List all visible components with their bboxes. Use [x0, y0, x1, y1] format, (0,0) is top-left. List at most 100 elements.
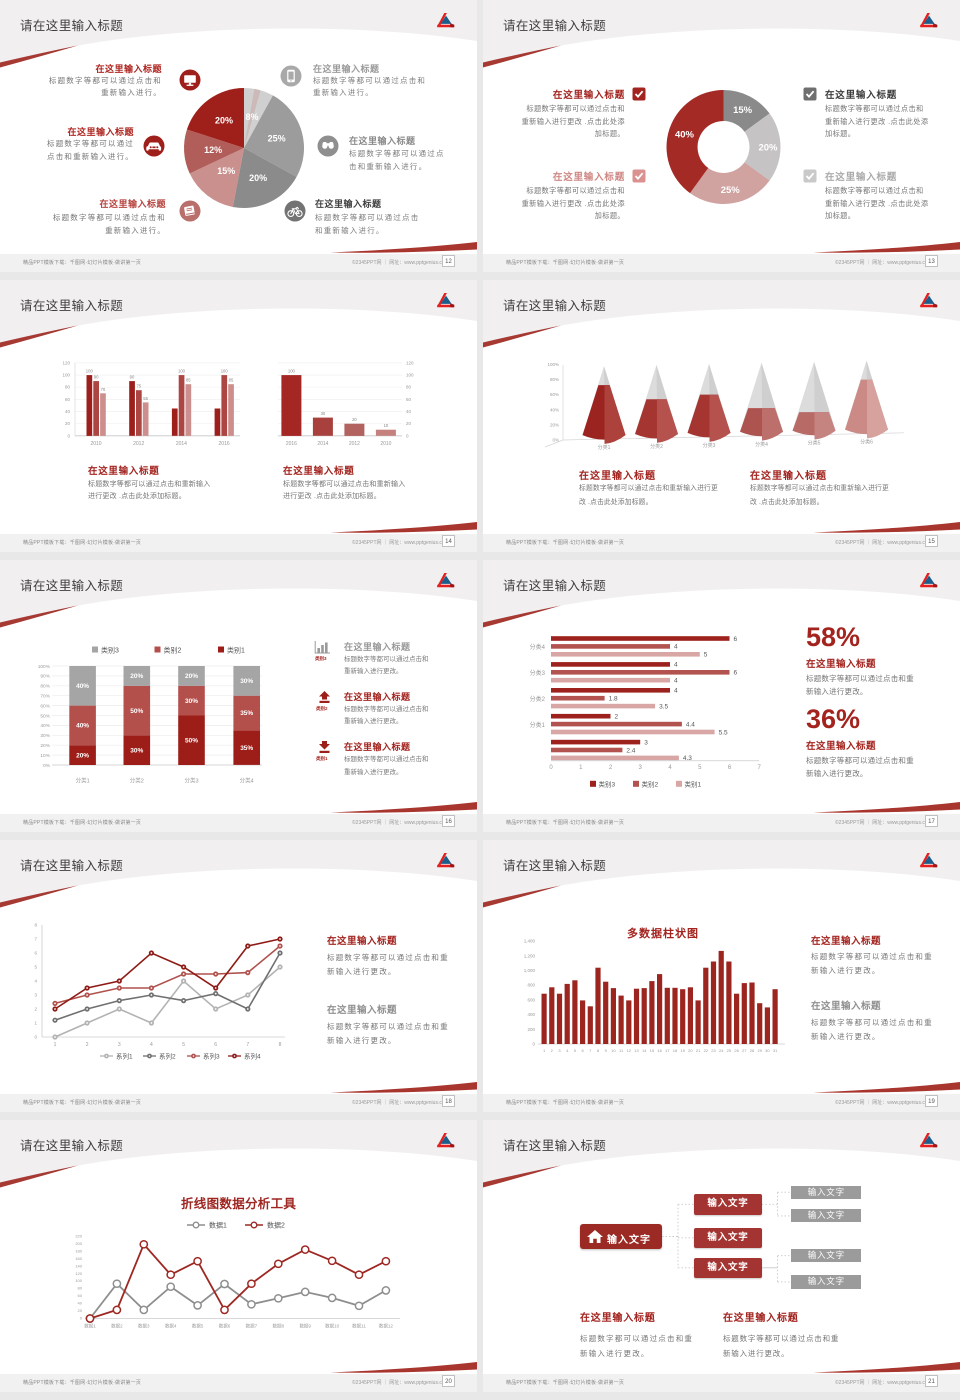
svg-text:26: 26 [734, 1048, 739, 1053]
svg-text:系列1: 系列1 [116, 1052, 133, 1061]
svg-text:1,400: 1,400 [524, 939, 536, 944]
svg-text:6: 6 [581, 1048, 584, 1053]
svg-text:50%: 50% [185, 737, 198, 744]
svg-text:100: 100 [62, 373, 70, 378]
svg-text:5: 5 [182, 1042, 185, 1048]
svg-text:2: 2 [609, 765, 613, 771]
svg-text:80%: 80% [40, 684, 50, 690]
svg-text:0: 0 [549, 765, 553, 771]
svg-text:类别1: 类别1 [685, 780, 702, 789]
svg-text:系列4: 系列4 [244, 1052, 261, 1061]
svg-text:60%: 60% [40, 703, 50, 709]
svg-text:23: 23 [711, 1048, 716, 1053]
svg-text:4.4: 4.4 [686, 721, 695, 728]
svg-text:0: 0 [67, 433, 70, 438]
svg-text:0: 0 [406, 433, 409, 438]
svg-text:2016: 2016 [286, 441, 297, 447]
svg-text:100: 100 [178, 369, 186, 374]
svg-text:7: 7 [758, 765, 762, 771]
svg-text:6: 6 [34, 951, 37, 956]
svg-text:55: 55 [143, 396, 148, 401]
svg-text:35%: 35% [240, 745, 253, 752]
svg-text:8: 8 [597, 1048, 600, 1053]
svg-text:200: 200 [527, 1027, 535, 1032]
svg-text:40: 40 [65, 409, 71, 414]
svg-text:6: 6 [734, 636, 738, 643]
svg-text:13: 13 [634, 1048, 639, 1053]
svg-text:100: 100 [406, 373, 414, 378]
svg-text:系列3: 系列3 [203, 1052, 220, 1061]
svg-text:8: 8 [34, 923, 37, 928]
svg-text:分类1: 分类1 [530, 721, 546, 729]
svg-text:0%: 0% [552, 438, 559, 443]
svg-text:分类1: 分类1 [76, 777, 90, 785]
svg-text:20: 20 [352, 417, 357, 422]
svg-text:40: 40 [78, 1301, 83, 1306]
svg-text:0%: 0% [43, 763, 51, 769]
svg-text:5: 5 [574, 1048, 577, 1053]
svg-text:分类6: 分类6 [860, 439, 873, 446]
svg-text:类别2: 类别2 [642, 780, 659, 789]
svg-text:类别2: 类别2 [164, 646, 182, 655]
svg-text:3: 3 [639, 765, 643, 771]
svg-text:1,200: 1,200 [524, 953, 536, 958]
svg-text:4: 4 [674, 644, 678, 651]
svg-text:数据8: 数据8 [273, 1323, 285, 1330]
svg-text:1,000: 1,000 [524, 968, 536, 973]
svg-text:分类4: 分类4 [240, 777, 254, 785]
svg-text:20: 20 [65, 421, 71, 426]
svg-text:90: 90 [130, 375, 135, 380]
svg-text:120: 120 [62, 360, 70, 365]
svg-text:20%: 20% [550, 422, 559, 427]
svg-text:80: 80 [78, 1286, 83, 1291]
svg-text:分类4: 分类4 [755, 441, 768, 448]
svg-text:20%: 20% [215, 116, 233, 126]
svg-text:数据9: 数据9 [299, 1323, 311, 1330]
svg-text:数据6: 数据6 [219, 1323, 231, 1330]
svg-text:16: 16 [657, 1048, 662, 1053]
svg-text:7: 7 [34, 937, 37, 942]
svg-text:25%: 25% [721, 185, 741, 196]
svg-text:85: 85 [229, 378, 234, 383]
svg-text:类别1: 类别1 [227, 646, 245, 655]
svg-text:40%: 40% [675, 130, 695, 141]
svg-text:180: 180 [75, 1248, 82, 1253]
svg-text:21: 21 [696, 1048, 701, 1053]
svg-text:100%: 100% [38, 664, 51, 670]
svg-text:10: 10 [384, 423, 389, 428]
svg-text:2: 2 [34, 1007, 37, 1012]
svg-text:800: 800 [527, 983, 535, 988]
svg-text:15: 15 [650, 1048, 655, 1053]
svg-text:2.4: 2.4 [626, 747, 635, 754]
svg-text:1: 1 [34, 1021, 37, 1026]
svg-text:数据2: 数据2 [267, 1221, 285, 1230]
svg-text:600: 600 [527, 997, 535, 1002]
svg-text:20%: 20% [758, 142, 778, 153]
svg-text:2012: 2012 [349, 441, 360, 447]
svg-text:40%: 40% [40, 723, 50, 729]
svg-text:10%: 10% [40, 753, 50, 759]
svg-text:120: 120 [406, 360, 414, 365]
svg-text:分类3: 分类3 [703, 442, 716, 449]
svg-text:数据4: 数据4 [165, 1323, 177, 1330]
svg-text:20: 20 [688, 1048, 693, 1053]
svg-text:220: 220 [75, 1233, 82, 1238]
svg-text:20%: 20% [130, 673, 143, 680]
svg-text:30: 30 [765, 1048, 770, 1053]
svg-text:6: 6 [734, 670, 738, 677]
svg-text:分类4: 分类4 [530, 643, 546, 651]
svg-text:70%: 70% [40, 694, 50, 700]
svg-text:60: 60 [406, 397, 412, 402]
svg-text:类别3: 类别3 [599, 780, 616, 789]
svg-text:31: 31 [773, 1048, 778, 1053]
svg-text:50%: 50% [130, 708, 143, 715]
svg-text:100: 100 [221, 369, 229, 374]
svg-text:2: 2 [551, 1048, 554, 1053]
svg-text:30%: 30% [40, 733, 50, 739]
svg-text:2: 2 [86, 1042, 89, 1048]
svg-text:数据2: 数据2 [111, 1323, 123, 1330]
svg-text:数据10: 数据10 [325, 1323, 340, 1330]
svg-text:4: 4 [674, 688, 678, 695]
svg-text:3: 3 [118, 1042, 121, 1048]
svg-text:5.5: 5.5 [719, 729, 728, 736]
